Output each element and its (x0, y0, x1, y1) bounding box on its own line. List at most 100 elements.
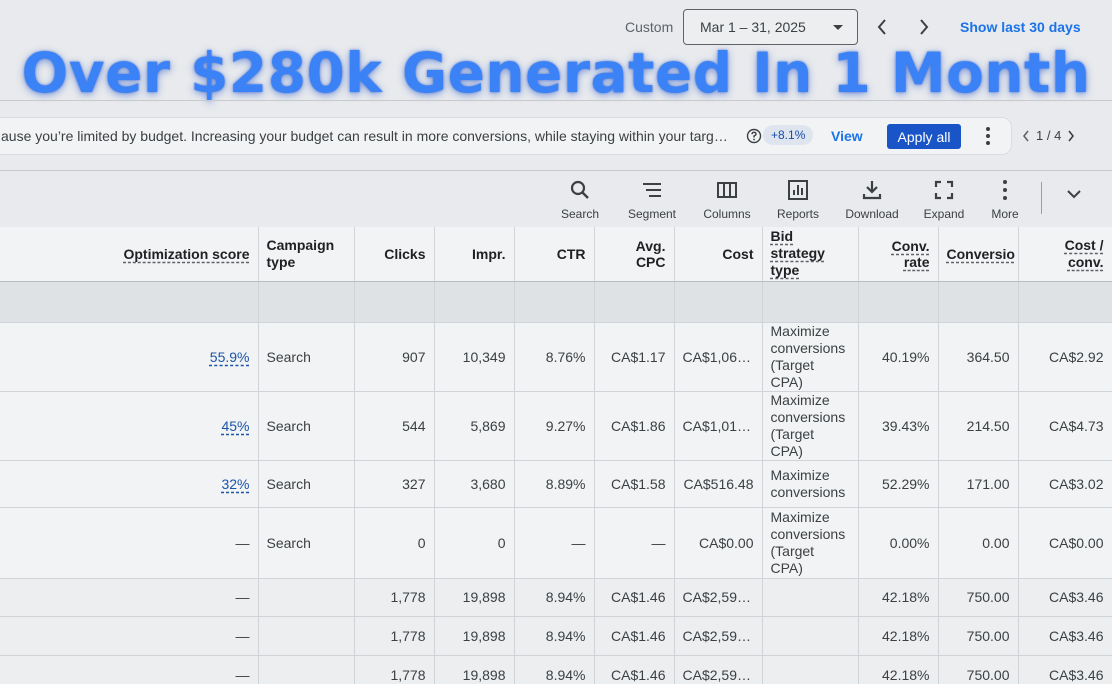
column-header-conversions[interactable]: Conversio (938, 227, 1019, 282)
column-header-impressions[interactable]: Impr. (434, 227, 515, 282)
columns-icon (717, 182, 737, 198)
chevron-down-icon[interactable] (1066, 188, 1082, 200)
cost-per-conv-cell: CA$3.46 (1018, 616, 1112, 655)
total-row: — 1,778 19,898 8.94% CA$1.46 CA$2,595… 4… (0, 578, 1112, 616)
cost-cell: CA$1,014… (674, 391, 763, 460)
cost-per-conv-cell: CA$3.02 (1018, 460, 1112, 507)
table-row[interactable]: 55.9% Search 907 10,349 8.76% CA$1.17 CA… (0, 322, 1112, 391)
bid-strategy-cell (762, 616, 859, 655)
date-mode-label: Custom (625, 19, 674, 35)
reports-tool-button[interactable]: Reports (766, 178, 830, 221)
table-row[interactable]: — Search 0 0 — — CA$0.00 Maximize conver… (0, 507, 1112, 578)
more-vert-icon (1003, 180, 1007, 200)
chevron-right-icon (920, 19, 929, 35)
more-vert-icon[interactable] (983, 126, 993, 146)
avg-cpc-cell: CA$1.86 (594, 391, 675, 460)
cost-per-conv-cell: CA$0.00 (1018, 507, 1112, 578)
bid-strategy-cell[interactable]: Maximize conversions (Target CPA) (762, 322, 859, 391)
next-period-button[interactable] (911, 14, 937, 40)
impressions-cell: 0 (434, 507, 515, 578)
tool-label: Segment (627, 207, 677, 221)
ctr-cell: 9.27% (514, 391, 595, 460)
date-range-select[interactable]: Mar 1 – 31, 2025 (683, 9, 858, 45)
recommendation-banner: ause you’re limited by budget. Increasin… (0, 117, 1012, 155)
conversions-cell: 750.00 (938, 655, 1019, 684)
impressions-cell: 19,898 (434, 578, 515, 616)
cost-per-conv-cell: CA$3.46 (1018, 655, 1112, 684)
optimization-score-cell: — (0, 578, 259, 616)
column-header-optimization-score[interactable]: Optimization score (0, 227, 259, 282)
chevron-right-icon[interactable] (1067, 130, 1075, 142)
impressions-cell: 3,680 (434, 460, 515, 507)
avg-cpc-cell: — (594, 507, 675, 578)
impressions-cell: 19,898 (434, 616, 515, 655)
download-icon (862, 181, 882, 200)
columns-tool-button[interactable]: Columns (695, 178, 759, 221)
bid-strategy-cell (762, 578, 859, 616)
chevron-left-icon[interactable] (1022, 130, 1030, 142)
table-row[interactable]: 32% Search 327 3,680 8.89% CA$1.58 CA$51… (0, 460, 1112, 507)
column-header-conv-rate[interactable]: Conv. rate (858, 227, 939, 282)
conv-rate-cell: 39.43% (858, 391, 939, 460)
clicks-cell: 1,778 (354, 655, 435, 684)
table-row[interactable]: 45% Search 544 5,869 9.27% CA$1.86 CA$1,… (0, 391, 1112, 460)
cost-cell: CA$2,595… (674, 655, 763, 684)
download-tool-button[interactable]: Download (840, 178, 904, 221)
conv-rate-cell: 42.18% (858, 578, 939, 616)
dropdown-caret-icon (833, 25, 843, 30)
search-icon (570, 180, 589, 199)
divider (0, 100, 1112, 101)
bid-strategy-cell[interactable]: Maximize conversions (762, 460, 859, 507)
tool-label: Search (560, 207, 600, 221)
view-recommendation-button[interactable]: View (831, 128, 863, 144)
bid-strategy-cell[interactable]: Maximize conversions (Target CPA) (762, 507, 859, 578)
optimization-score-cell: — (0, 616, 259, 655)
column-header-cost[interactable]: Cost (674, 227, 763, 282)
avg-cpc-cell: CA$1.17 (594, 322, 675, 391)
avg-cpc-cell: CA$1.58 (594, 460, 675, 507)
expand-tool-button[interactable]: Expand (912, 178, 976, 221)
clicks-cell: 1,778 (354, 616, 435, 655)
bid-strategy-cell[interactable]: Maximize conversions (Target CPA) (762, 391, 859, 460)
divider (0, 170, 1112, 171)
clicks-cell: 327 (354, 460, 435, 507)
help-icon[interactable] (746, 128, 762, 144)
tool-label: More (991, 207, 1019, 221)
campaign-type-cell (258, 578, 355, 616)
optimization-score-cell[interactable]: 32% (0, 460, 259, 507)
uplift-badge: +8.1% (763, 125, 814, 145)
campaign-type-cell: Search (258, 507, 355, 578)
search-tool-button[interactable]: Search (548, 178, 612, 221)
conversions-cell: 750.00 (938, 616, 1019, 655)
avg-cpc-cell: CA$1.46 (594, 655, 675, 684)
conv-rate-cell: 52.29% (858, 460, 939, 507)
ctr-cell: 8.94% (514, 655, 595, 684)
conversions-cell: 0.00 (938, 507, 1019, 578)
more-tool-button[interactable]: More (973, 178, 1037, 221)
date-range-value: Mar 1 – 31, 2025 (700, 19, 806, 35)
campaign-type-cell: Search (258, 460, 355, 507)
optimization-score-cell[interactable]: 55.9% (0, 322, 259, 391)
column-header-bid-strategy-type[interactable]: Bid strategy type (762, 227, 859, 282)
column-header-avg-cpc[interactable]: Avg. CPC (594, 227, 675, 282)
ctr-cell: 8.94% (514, 578, 595, 616)
column-header-campaign-type[interactable]: Campaign type (258, 227, 355, 282)
ctr-cell: 8.76% (514, 322, 595, 391)
show-last-30-days-link[interactable]: Show last 30 days (960, 19, 1081, 35)
campaign-table: Optimization score Campaign type Clicks … (0, 227, 1112, 684)
bid-strategy-cell (762, 655, 859, 684)
segment-tool-button[interactable]: Segment (620, 178, 684, 221)
tool-label: Reports (776, 207, 820, 221)
column-header-cost-per-conv[interactable]: Cost / conv. (1018, 227, 1112, 282)
column-header-ctr[interactable]: CTR (514, 227, 595, 282)
previous-period-button[interactable] (869, 14, 895, 40)
cost-cell: CA$516.48 (674, 460, 763, 507)
campaign-type-cell: Search (258, 322, 355, 391)
optimization-score-cell[interactable]: 45% (0, 391, 259, 460)
avg-cpc-cell: CA$1.46 (594, 578, 675, 616)
ctr-cell: 8.89% (514, 460, 595, 507)
filter-row (0, 281, 1112, 322)
clicks-cell: 544 (354, 391, 435, 460)
column-header-clicks[interactable]: Clicks (354, 227, 435, 282)
apply-all-button[interactable]: Apply all (887, 124, 961, 149)
